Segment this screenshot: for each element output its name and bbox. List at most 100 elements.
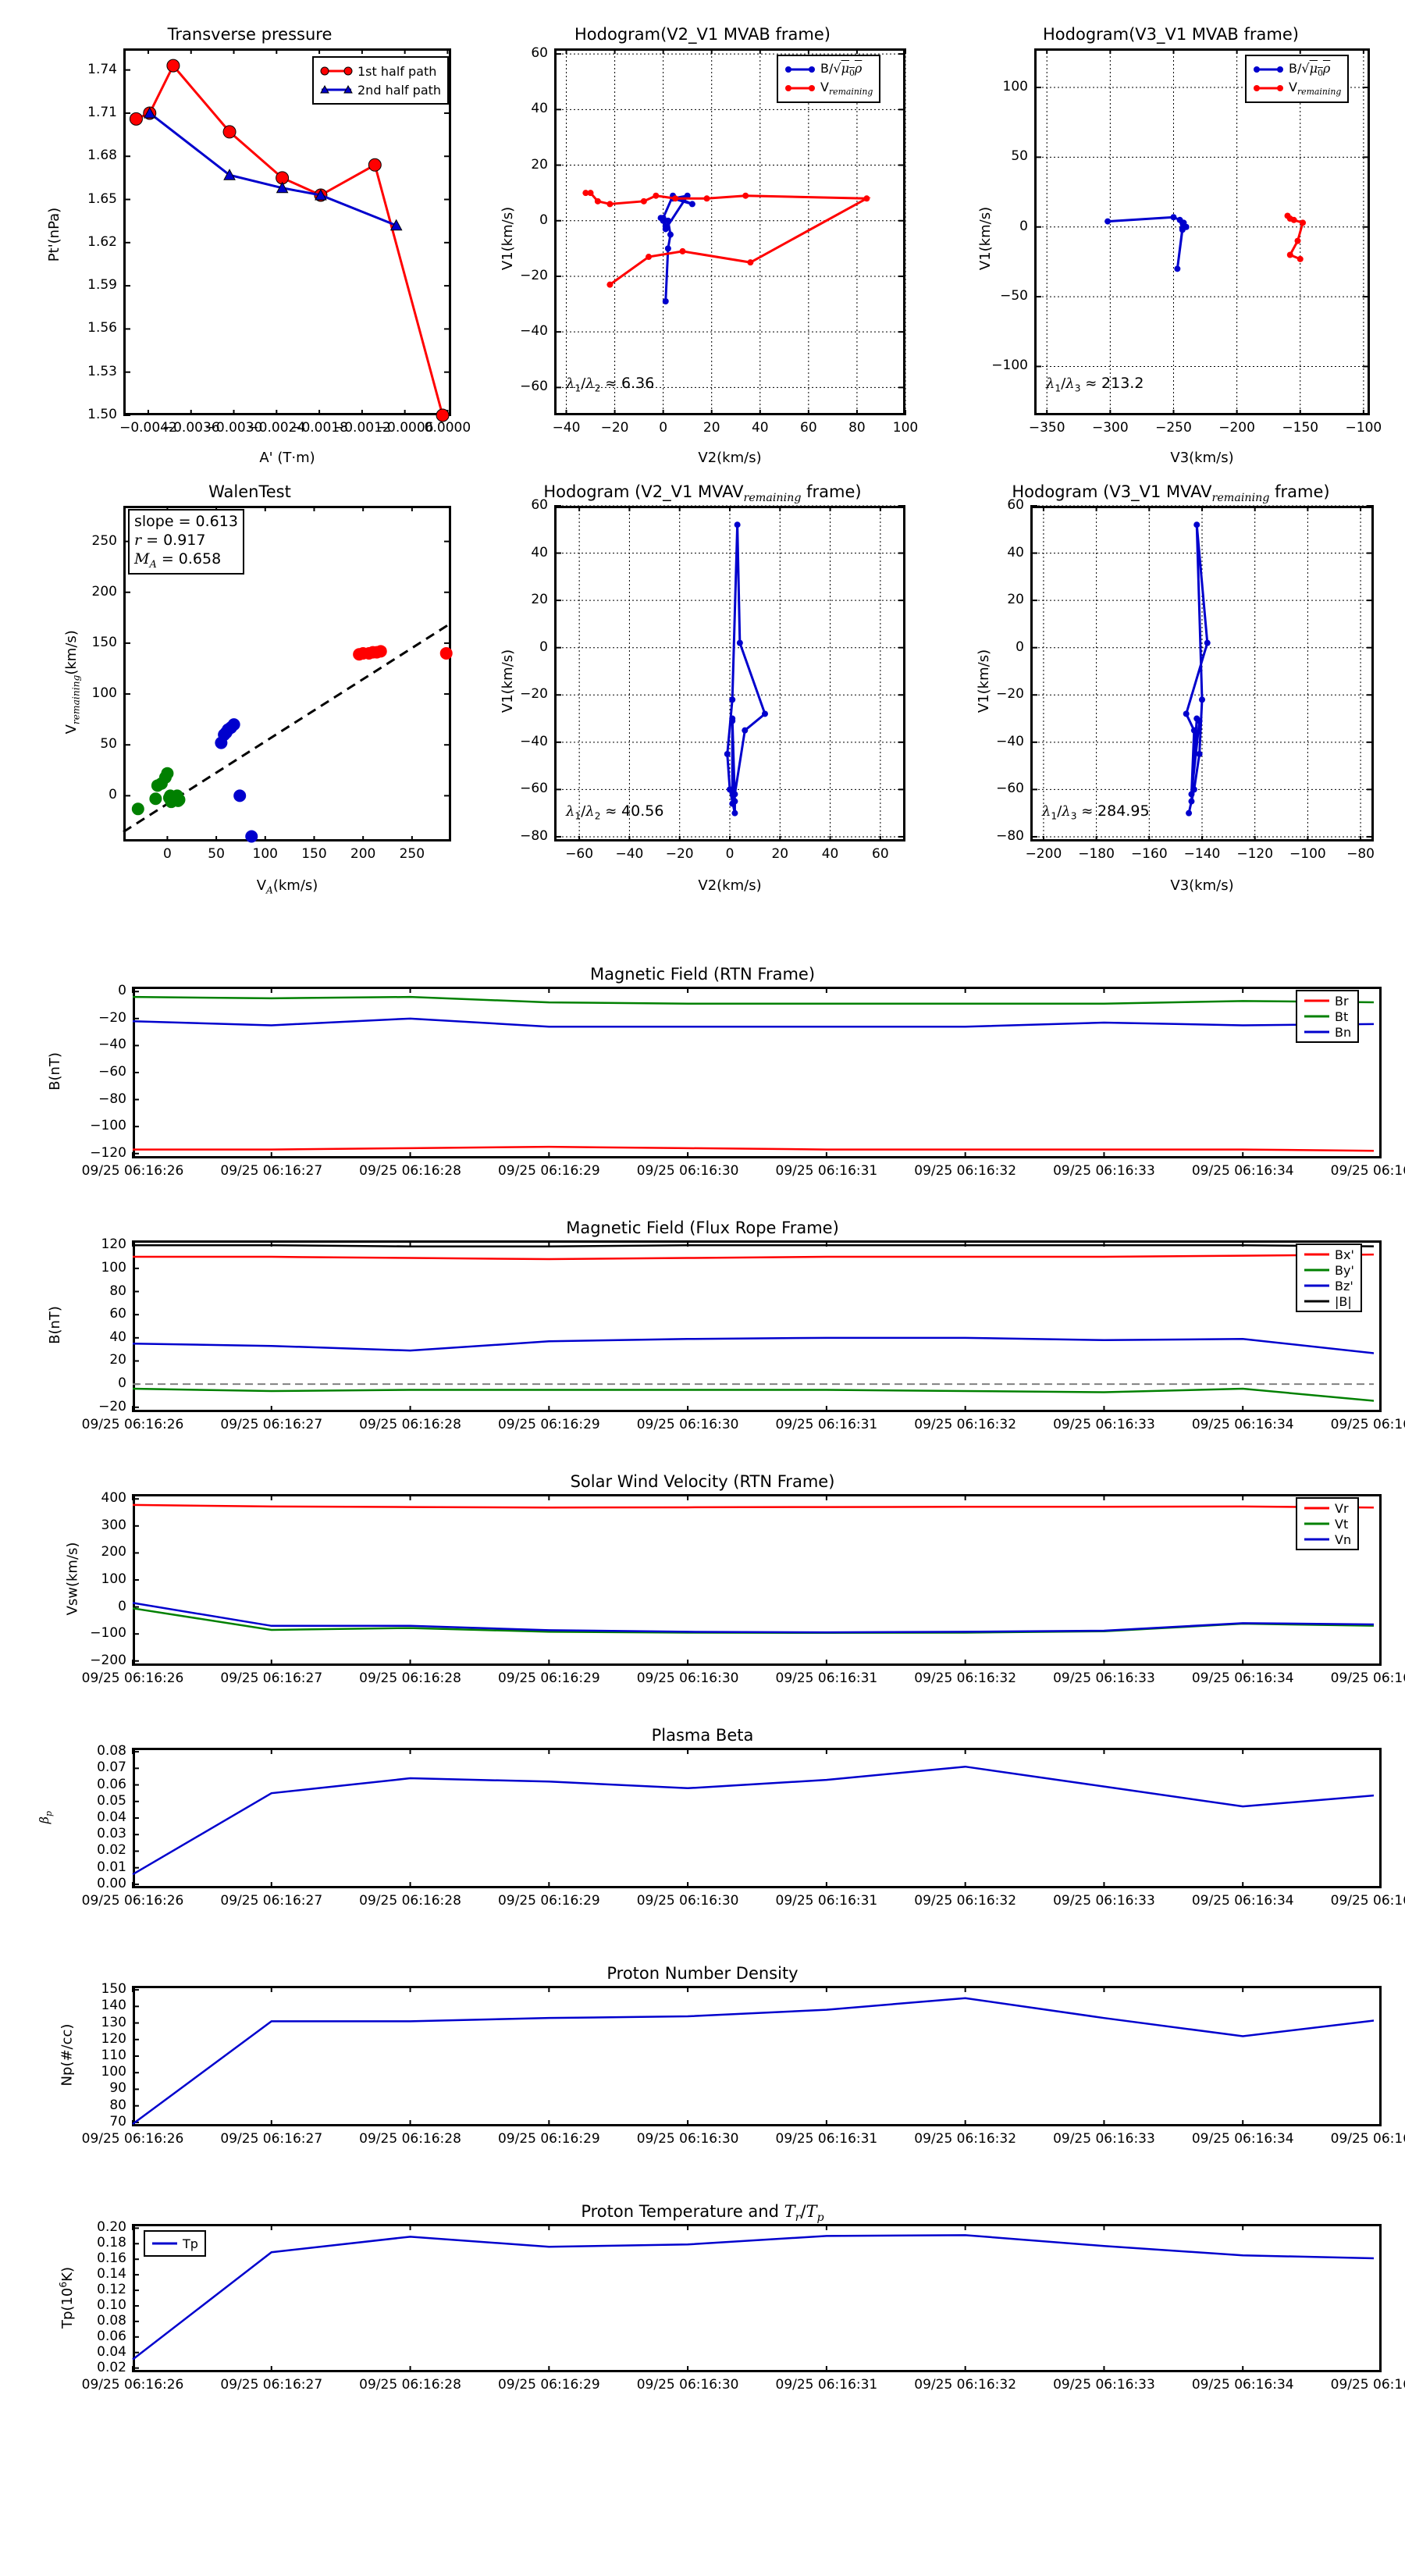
x-tick-label: −200 [1025,846,1062,862]
x-tick-label: −20 [665,846,694,862]
x-tick-label: −150 [1282,420,1319,436]
x-tick-label: 09/25 06:16:31 [775,1417,878,1432]
legend-line-icon [1304,1268,1329,1272]
y-tick-label: −80 [520,827,548,844]
y-tick-label: 150 [91,634,117,650]
x-tick-label: 09/25 06:16:27 [220,2377,323,2393]
x-tick-label: 09/25 06:16:32 [914,2377,1017,2393]
x-tick-label: −20 [600,420,629,436]
y-tick-label: 0.03 [97,1826,126,1842]
legend-item: Bn [1304,1024,1351,1040]
x-tick-label: 09/25 06:16:34 [1191,1163,1294,1179]
y-tick-label: 300 [101,1517,126,1533]
y-tick-label: 1.56 [87,320,117,336]
plot-frame [133,987,1382,1158]
x-tick-label: 09/25 06:16:35 [1330,1893,1405,1909]
legend-hodogram-1: B/√μ0ρ Vremaining [777,55,881,103]
legend-item: By' [1304,1262,1354,1278]
walen-stats-box: slope = 0.613 r = 0.917 MA = 0.658 [128,509,244,575]
y-tick-label: 140 [101,1998,126,2014]
y-tick-label: 50 [1011,148,1028,165]
legend-line-icon [1304,1253,1329,1256]
legend-label: |B| [1335,1293,1352,1309]
y-tick-label: 60 [109,1306,126,1322]
y-tick-label: 0.10 [97,2297,126,2313]
y-axis-label: B(nT) [46,1306,63,1344]
legend-label: Bt [1335,1009,1349,1024]
y-tick-label: 250 [91,532,117,549]
x-tick-label: −40 [552,420,581,436]
x-tick-label: 09/25 06:16:29 [497,1417,600,1432]
eigenvalue-ratio-annotation: λ1/λ3 ≈ 284.95 [1042,802,1150,822]
plot-frame [1034,48,1370,415]
legend-magnetic-field-rtn: Br Bt Bn [1296,990,1360,1043]
y-tick-label: 0.08 [97,2312,126,2329]
y-tick-label: 20 [1007,592,1024,608]
legend-marker-triangle-icon [320,84,353,94]
x-tick-label: 09/25 06:16:27 [220,1893,323,1909]
x-tick-label: 09/25 06:16:30 [636,2131,739,2147]
legend-label: 2nd half path [357,82,442,98]
x-tick-label: 09/25 06:16:27 [220,2131,323,2147]
x-tick-label: −350 [1028,420,1065,436]
x-tick-label: 09/25 06:16:32 [914,1670,1017,1686]
x-tick-label: −0.0024 [247,420,306,436]
y-axis-label: βp [37,1810,55,1824]
eigenvalue-ratio-annotation: λ1/λ2 ≈ 6.36 [566,375,655,394]
x-tick-label: 60 [872,846,889,862]
panel-hodogram-v3v1-mvav: Hodogram (V3_V1 MVAVremaining frame) λ1/… [937,468,1405,906]
x-tick-label: 80 [848,420,866,436]
y-tick-label: 1.53 [87,363,117,379]
y-tick-label: −40 [98,1037,126,1053]
y-tick-label: 0 [539,639,548,655]
y-tick-label: 0.04 [97,2343,126,2360]
y-axis-label: Tp(106K) [57,2267,76,2329]
x-tick-label: 09/25 06:16:30 [636,2377,739,2393]
x-tick-label: 09/25 06:16:33 [1053,2131,1155,2147]
plot-frame [1030,506,1374,841]
legend-item: B/√μ0ρ [1253,60,1341,79]
x-axis-label: A' (T·m) [259,450,315,466]
legend-label: Vn [1335,1532,1352,1547]
y-tick-label: 1.65 [87,190,117,207]
y-tick-label: 0.16 [97,2250,126,2267]
legend-hodogram-2: B/√μ0ρ Vremaining [1245,55,1350,103]
page-title: Transverse pressure [167,25,333,44]
y-tick-label: 0.12 [97,2282,126,2298]
panel-transverse-pressure: Transverse pressure 1st half path 2nd ha… [31,8,471,466]
x-tick-label: −160 [1130,846,1168,862]
y-tick-label: 40 [531,544,548,560]
x-tick-label: −0.0018 [290,420,348,436]
legend-label: By' [1335,1262,1354,1278]
legend-label: Vremaining [820,79,873,98]
legend-label: Vremaining [1289,79,1342,98]
y-tick-label: 90 [109,2080,126,2097]
x-tick-label: 40 [821,846,839,862]
page-title: Hodogram (V2_V1 MVAVremaining frame) [543,482,862,505]
legend-transverse-pressure: 1st half path 2nd half path [312,56,450,105]
x-tick-label: 09/25 06:16:33 [1053,1163,1155,1179]
y-tick-label: 100 [1002,79,1028,95]
y-tick-label: 1.68 [87,148,117,164]
legend-label: 1st half path [357,63,437,79]
x-tick-label: 40 [751,420,769,436]
legend-line-icon [1304,1030,1329,1034]
page-title: Plasma Beta [651,1726,754,1745]
x-tick-label: 0 [162,846,172,862]
legend-marker-red-icon [1254,85,1283,91]
x-tick-label: 09/25 06:16:28 [359,1893,461,1909]
y-tick-label: −40 [520,733,548,749]
legend-proton-temperature: Tp [144,2230,206,2257]
legend-item: Vr [1304,1500,1351,1516]
y-tick-label: 40 [109,1329,126,1345]
legend-item: B/√μ0ρ [784,60,873,79]
y-tick-label: 0 [108,787,117,803]
y-tick-label: −100 [90,1625,126,1642]
legend-magnetic-field-flux-rope: Bx' By' Bz' |B| [1296,1244,1362,1312]
y-tick-label: −100 [90,1118,126,1134]
y-tick-label: 70 [109,2113,126,2129]
y-axis-label: V1(km/s) [976,649,993,713]
legend-item: 1st half path [320,62,441,80]
y-tick-label: 40 [1007,544,1024,560]
legend-label: Vt [1335,1516,1349,1532]
